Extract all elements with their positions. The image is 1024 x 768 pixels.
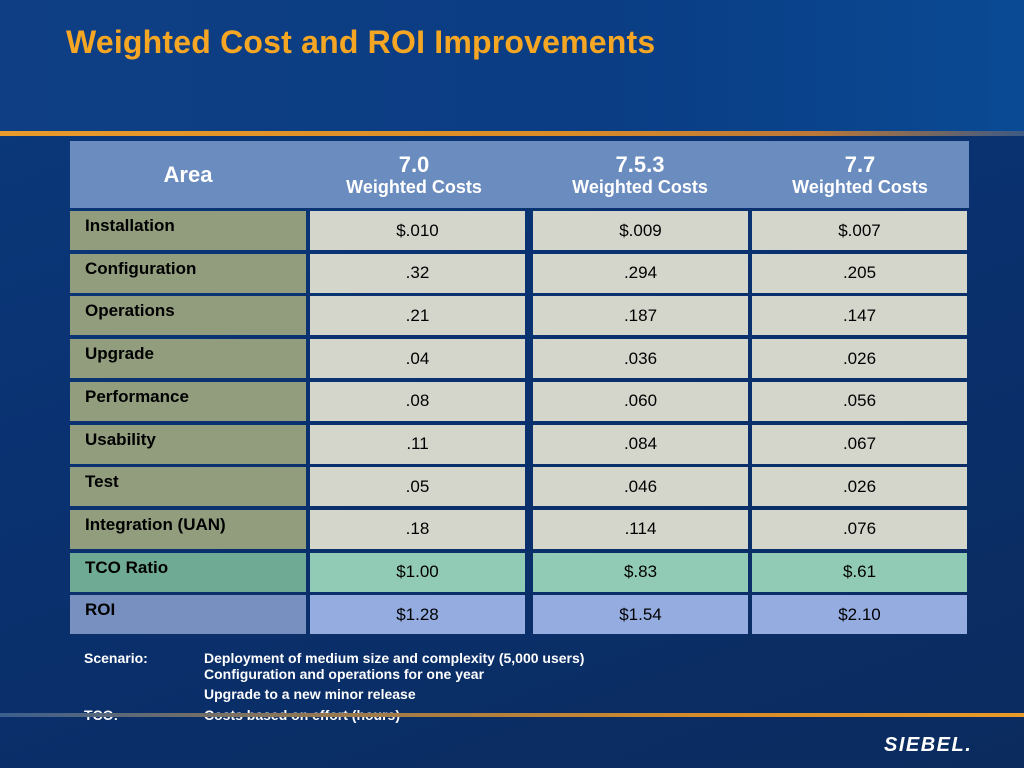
svg-text:SIEBEL.: SIEBEL. xyxy=(884,734,972,755)
header-col-7-7: 7.7 Weighted Costs xyxy=(750,152,970,198)
value-cell: .05 xyxy=(310,467,525,507)
scenario-label: Scenario: xyxy=(84,650,148,666)
value-cell: .187 xyxy=(533,296,748,336)
table-row: TCO Ratio $1.00 $.83 $.61 xyxy=(70,552,969,592)
value-cell: $1.00 xyxy=(310,552,525,592)
table-row: Upgrade .04.036.026 xyxy=(70,339,969,379)
area-label: Performance xyxy=(70,381,306,421)
value-cell: $.83 xyxy=(533,552,748,592)
value-cell: .060 xyxy=(533,381,748,421)
value-cell: .04 xyxy=(310,339,525,379)
value-cell: .084 xyxy=(533,424,748,464)
value-cell: .205 xyxy=(752,253,967,293)
value-cell: .32 xyxy=(310,253,525,293)
table-row: ROI $1.28 $1.54 $2.10 xyxy=(70,595,969,635)
value-cell: .036 xyxy=(533,339,748,379)
siebel-logo: SIEBEL. xyxy=(884,734,972,755)
value-cell: .21 xyxy=(310,296,525,336)
bottom-divider xyxy=(0,713,1024,717)
header-subtitle: Weighted Costs xyxy=(346,177,482,197)
header-version: 7.7 xyxy=(844,152,876,177)
header-col-7-0: 7.0 Weighted Costs xyxy=(304,152,524,198)
scenario-line: Upgrade to a new minor release xyxy=(204,686,416,702)
area-label: TCO Ratio xyxy=(70,552,306,592)
header-version: 7.0 xyxy=(398,152,430,177)
value-cell: $1.54 xyxy=(533,595,748,635)
value-cell: .026 xyxy=(752,467,967,507)
value-cell: .076 xyxy=(752,509,967,549)
area-label: ROI xyxy=(70,595,306,635)
table-row: Usability .11.084.067 xyxy=(70,424,969,464)
value-cell: $1.28 xyxy=(310,595,525,635)
value-cell: $.009 xyxy=(533,211,748,250)
area-label: Operations xyxy=(70,296,306,336)
value-cell: .114 xyxy=(533,509,748,549)
header-subtitle: Weighted Costs xyxy=(792,177,928,197)
value-cell: .11 xyxy=(310,424,525,464)
area-label: Usability xyxy=(70,424,306,464)
table-row: Installation $.010 $.009 $.007 xyxy=(70,211,969,250)
scenario-line: Configuration and operations for one yea… xyxy=(204,666,485,682)
table-row: Integration (UAN) .18.114.076 xyxy=(70,509,969,549)
table-row: Operations .21.187.147 xyxy=(70,296,969,336)
value-cell: .18 xyxy=(310,509,525,549)
header-version: 7.5.3 xyxy=(615,152,665,177)
value-cell: .08 xyxy=(310,381,525,421)
title-band xyxy=(0,0,1024,133)
scenario-line: Deployment of medium size and complexity… xyxy=(204,650,585,666)
area-label: Integration (UAN) xyxy=(70,509,306,549)
table-header: Area 7.0 Weighted Costs 7.5.3 Weighted C… xyxy=(70,141,969,208)
table-row: Configuration .32.294.205 xyxy=(70,253,969,293)
header-area: Area xyxy=(163,161,213,187)
slide-title: Weighted Cost and ROI Improvements xyxy=(66,24,656,60)
value-cell: $2.10 xyxy=(752,595,967,635)
area-label: Configuration xyxy=(70,253,306,293)
table-row: Test .05.046.026 xyxy=(70,467,969,507)
value-cell: .294 xyxy=(533,253,748,293)
value-cell: $.61 xyxy=(752,552,967,592)
table-row: Performance .08.060.056 xyxy=(70,381,969,421)
area-label: Installation xyxy=(70,211,306,250)
value-cell: $.010 xyxy=(310,211,525,250)
header-col-7-5-3: 7.5.3 Weighted Costs xyxy=(530,152,750,198)
value-cell: .147 xyxy=(752,296,967,336)
area-label: Test xyxy=(70,467,306,507)
top-divider xyxy=(0,131,1024,136)
header-subtitle: Weighted Costs xyxy=(572,177,708,197)
value-cell: .046 xyxy=(533,467,748,507)
area-label: Upgrade xyxy=(70,339,306,379)
value-cell: .067 xyxy=(752,424,967,464)
value-cell: .026 xyxy=(752,339,967,379)
value-cell: .056 xyxy=(752,381,967,421)
value-cell: $.007 xyxy=(752,211,967,250)
